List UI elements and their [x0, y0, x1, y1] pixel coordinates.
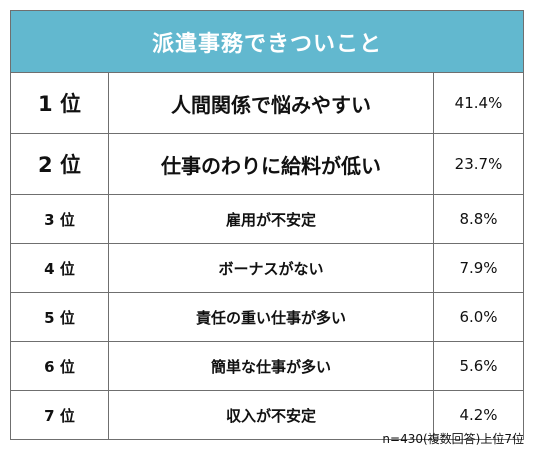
percent-cell: 23.7% [432, 133, 525, 195]
percent-cell: 5.6% [432, 341, 525, 391]
reason-cell: 簡単な仕事が多い [108, 341, 434, 391]
header-row: 派遣事務できついこと [9, 10, 525, 73]
footnote: n=430(複数回答)上位7位 [382, 432, 524, 446]
reason-cell: 仕事のわりに給料が低い [108, 133, 434, 195]
table-row: 3 位雇用が不安定 8.8% [10, 194, 525, 244]
reason-cell: ボーナスがない [108, 243, 434, 293]
rank-cell: 2 位 [10, 133, 109, 195]
table-row: 7 位収入が不安定 4.2% [10, 390, 525, 440]
percent-cell: 41.4% [432, 72, 525, 134]
rank-cell: 4 位 [10, 243, 109, 293]
table-row: 6 位簡単な仕事が多い 5.6% [10, 341, 525, 391]
table-row: 5 位責任の重い仕事が多い 6.0% [10, 292, 525, 342]
table-title: 派遣事務できついこと [9, 10, 525, 73]
percent-cell: 4.2% [432, 390, 525, 440]
rank-cell: 7 位 [10, 390, 109, 440]
rank-cell: 3 位 [10, 194, 109, 244]
table-row: 1 位人間関係で悩みやすい 41.4% [10, 72, 525, 134]
table-row: 4 位ボーナスがない 7.9% [10, 243, 525, 293]
percent-cell: 6.0% [432, 292, 525, 342]
reason-cell: 収入が不安定 [108, 390, 434, 440]
rank-cell: 1 位 [10, 72, 109, 134]
ranking-table: 派遣事務できついこと 1 位人間関係で悩みやすい 41.4% 2 位仕事のわりに給料… [9, 10, 525, 440]
reason-cell: 人間関係で悩みやすい [108, 72, 434, 134]
rank-cell: 5 位 [10, 292, 109, 342]
percent-cell: 7.9% [432, 243, 525, 293]
rank-cell: 6 位 [10, 341, 109, 391]
percent-cell: 8.8% [432, 194, 525, 244]
reason-cell: 責任の重い仕事が多い [108, 292, 434, 342]
reason-cell: 雇用が不安定 [108, 194, 434, 244]
table-row: 2 位仕事のわりに給料が低い 23.7% [10, 133, 525, 195]
